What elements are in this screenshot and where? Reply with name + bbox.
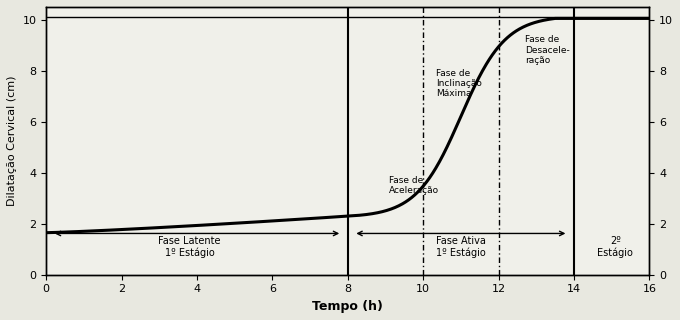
Y-axis label: Dilatação Cervical (cm): Dilatação Cervical (cm) <box>7 76 17 206</box>
Text: Fase de
Inclinação
Máxima: Fase de Inclinação Máxima <box>437 68 482 98</box>
Text: Fase Latente
1º Estágio: Fase Latente 1º Estágio <box>158 236 221 258</box>
Text: Fase Ativa
1º Estágio: Fase Ativa 1º Estágio <box>436 236 486 258</box>
Text: Fase de
Aceleração: Fase de Aceleração <box>389 176 439 195</box>
Text: Fase de
Desacele-
ração: Fase de Desacele- ração <box>525 36 570 65</box>
X-axis label: Tempo (h): Tempo (h) <box>312 300 384 313</box>
Text: 2º
Estágio: 2º Estágio <box>598 236 633 258</box>
